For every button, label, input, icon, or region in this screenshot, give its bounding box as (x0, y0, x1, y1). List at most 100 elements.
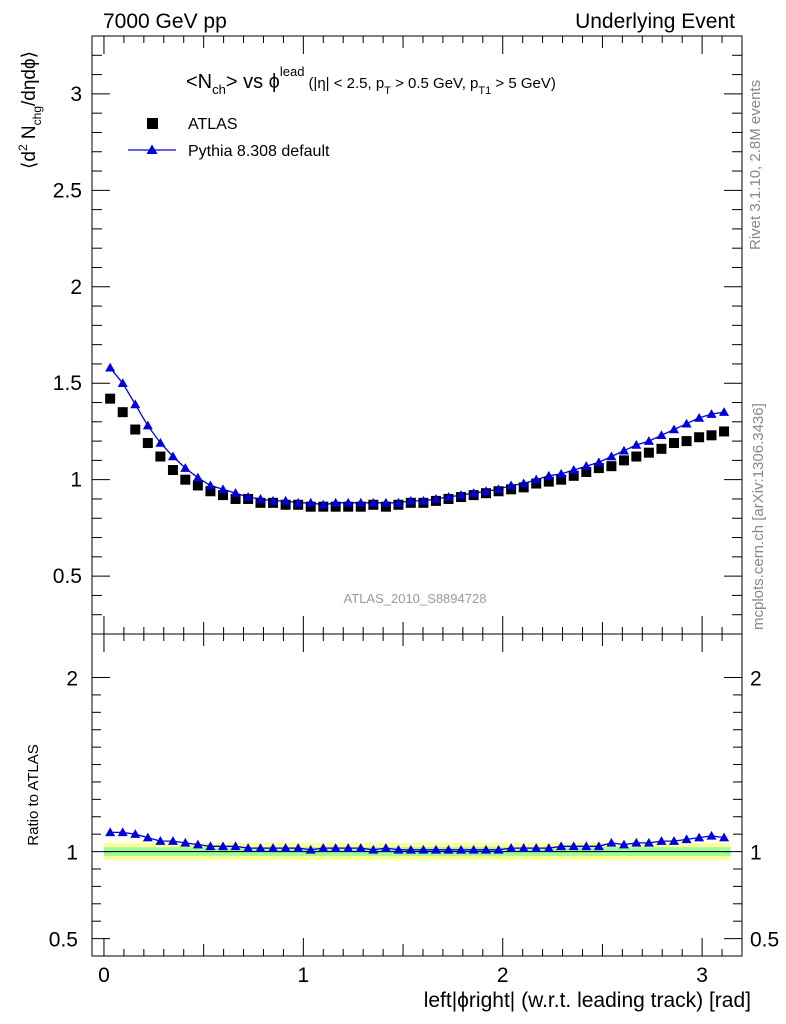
atlas-data-point (105, 393, 116, 404)
pythia-data-point (443, 492, 454, 501)
pythia-data-point (280, 495, 291, 505)
atlas-data-point (142, 438, 153, 449)
pythia-data-point (706, 409, 717, 418)
pythia-data-point (180, 463, 191, 472)
ratio-ytick-label: 0.5 (49, 929, 78, 952)
pythia-data-point (343, 497, 354, 507)
pythia-data-point (468, 488, 479, 497)
atlas-data-point (230, 493, 241, 504)
ratio-pythia-point (430, 844, 441, 854)
pythia-data-point (268, 495, 279, 505)
ratio-pythia-point (669, 836, 680, 845)
atlas-data-point (205, 486, 216, 497)
pythia-data-point (405, 495, 416, 505)
ratio-pythia-point (581, 841, 592, 851)
analysis-watermark: ATLAS_2010_S8894728 (344, 591, 487, 606)
pythia-data-point (230, 488, 241, 497)
pythia-data-point (518, 478, 529, 488)
pythia-data-point (480, 486, 491, 496)
rivet-info: Rivet 3.1.10, 2.8M events (747, 80, 764, 250)
pythia-data-point (719, 407, 730, 416)
atlas-data-point (694, 432, 705, 443)
pythia-data-point (130, 399, 141, 409)
xtick-label: 2 (497, 964, 509, 987)
ratio-pythia-point (142, 832, 153, 842)
header-right: Underlying Event (575, 10, 735, 33)
atlas-data-point (531, 478, 542, 489)
atlas-data-point (606, 461, 617, 472)
atlas-data-point (380, 501, 391, 512)
main-ylabel: ⟨d2 Nchg/dηdϕ⟩ (16, 51, 44, 169)
main-ytick-label: 1.5 (53, 372, 82, 395)
ratio-ytick-label-right: 2 (750, 668, 762, 691)
pythia-data-point (456, 490, 467, 499)
atlas-data-point (117, 407, 128, 418)
ratio-pythia-point (531, 843, 542, 852)
atlas-data-point (280, 499, 291, 510)
mcplots-info: mcplots.cern.ch [arXiv:1306.3436] (750, 403, 767, 630)
ratio-pythia-point (418, 844, 429, 854)
atlas-data-point (643, 447, 654, 458)
atlas-data-point (255, 497, 266, 508)
legend-pythia-label: Pythia 8.308 default (188, 143, 330, 160)
ratio-pythia-point (456, 844, 467, 854)
atlas-data-point (543, 476, 554, 487)
atlas-data-point (192, 480, 203, 491)
pythia-data-point (155, 438, 166, 447)
x-axis-label: left|ϕright| (w.r.t. leading track) [rad… (424, 989, 751, 1012)
pythia-data-point (142, 420, 153, 430)
ratio-ylabel: Ratio to ATLAS (25, 744, 42, 845)
ratio-pythia-point (656, 836, 667, 845)
ratio-ytick-label-right: 0.5 (750, 929, 779, 952)
pythia-data-point (694, 412, 705, 422)
pythia-data-point (493, 484, 504, 494)
ratio-pythia-point (493, 844, 504, 854)
pythia-data-point (105, 362, 116, 372)
ratio-pythia-point (305, 844, 316, 854)
ratio-pythia-point (217, 841, 228, 851)
ratio-pythia-point (468, 844, 479, 854)
pythia-data-point (368, 497, 379, 507)
ratio-pythia-point (606, 837, 617, 847)
ratio-pythia-point (393, 844, 404, 854)
pythia-data-point (318, 499, 329, 509)
pythia-data-point (243, 492, 254, 501)
ratio-pythia-point (192, 839, 203, 849)
pythia-data-point (681, 418, 692, 428)
ratio-pythia-point (255, 843, 266, 852)
atlas-data-point (217, 490, 228, 501)
atlas-data-point (706, 430, 717, 441)
atlas-data-point (518, 482, 529, 493)
ratio-pythia-point (167, 836, 178, 845)
ratio-pythia-point (631, 837, 642, 847)
atlas-data-point (618, 455, 629, 466)
atlas-data-point (305, 501, 316, 512)
pythia-data-point (556, 468, 567, 478)
ratio-pythia-point (117, 827, 128, 837)
atlas-data-point (568, 470, 579, 481)
ratio-pythia-point (230, 841, 241, 851)
xtick-label: 3 (696, 964, 708, 987)
main-ytick-label: 1 (70, 469, 82, 492)
ratio-pythia-point (380, 843, 391, 852)
ratio-pythia-point (268, 843, 279, 852)
ratio-pythia-point (643, 837, 654, 847)
ratio-pythia-point (506, 843, 517, 852)
pythia-data-point (543, 470, 554, 480)
atlas-data-point (506, 484, 517, 495)
ratio-pythia-point (706, 830, 717, 840)
ratio-pythia-point (443, 844, 454, 854)
ratio-pythia-point (280, 843, 291, 852)
legend-atlas-label: ATLAS (188, 116, 238, 133)
ratio-pythia-point (368, 844, 379, 854)
ratio-pythia-point (719, 832, 730, 842)
pythia-data-point (618, 445, 629, 455)
ratio-pythia-point (205, 841, 216, 851)
atlas-data-point (167, 465, 178, 476)
header-left: 7000 GeV pp (103, 10, 227, 33)
ratio-pythia-point (568, 841, 579, 851)
main-ytick-label: 0.5 (53, 565, 82, 588)
legend: ATLAS Pythia 8.308 default (128, 116, 330, 160)
ratio-ytick-label-right: 1 (750, 842, 762, 865)
